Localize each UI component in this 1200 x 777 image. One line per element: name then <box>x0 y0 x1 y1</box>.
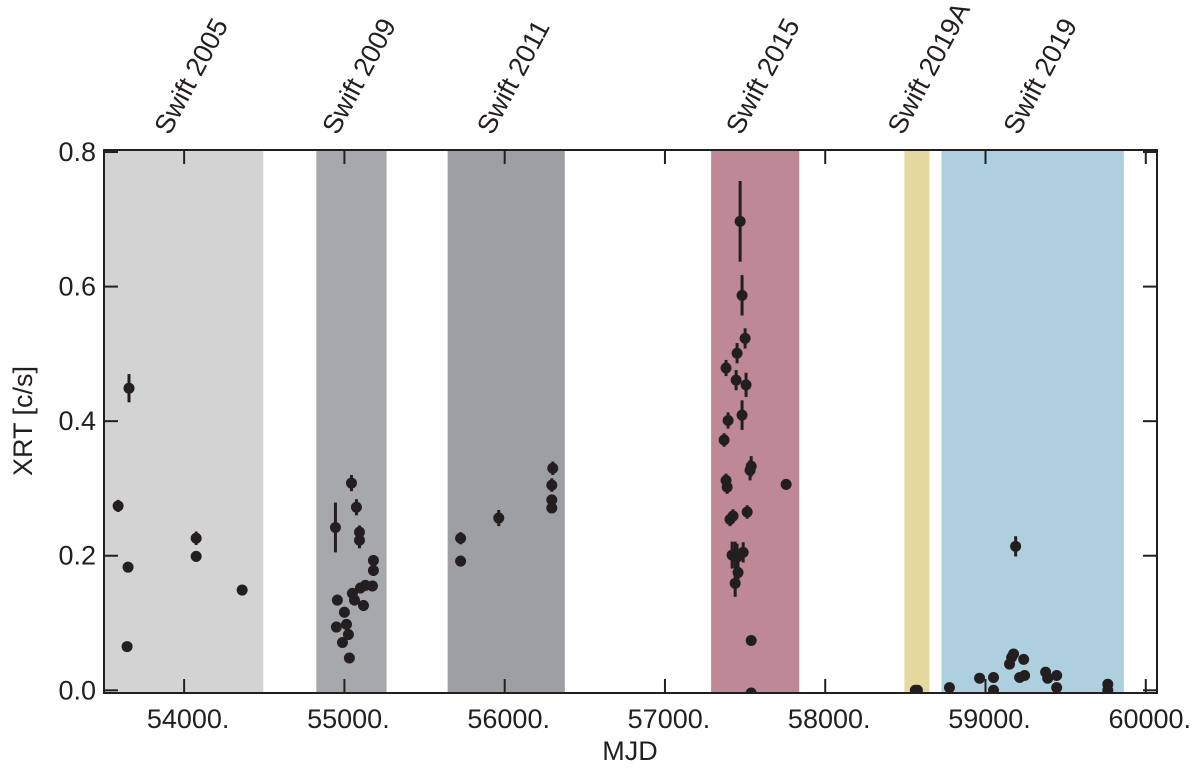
y-tick-label: 0.4 <box>58 406 96 436</box>
data-point <box>357 600 369 612</box>
data-point <box>780 478 792 490</box>
data-point <box>718 434 730 446</box>
data-point <box>1008 648 1020 660</box>
data-point <box>367 554 379 566</box>
data-point <box>734 215 746 227</box>
data-point <box>1019 670 1031 682</box>
data-point <box>236 584 248 596</box>
x-tick-label: 59000. <box>948 704 1031 734</box>
data-point <box>330 621 342 633</box>
points <box>112 180 1114 699</box>
shaded-region <box>941 150 1124 693</box>
data-point <box>740 379 752 391</box>
data-point <box>112 500 124 512</box>
shaded-region <box>316 150 387 693</box>
data-point <box>350 501 362 513</box>
data-point <box>1042 672 1054 684</box>
data-point <box>546 494 558 506</box>
data-point <box>722 414 734 426</box>
data-point <box>342 628 354 640</box>
regions <box>104 150 1124 693</box>
data-point <box>741 506 753 518</box>
data-point <box>338 606 350 618</box>
region-label: Swift 2005 <box>148 13 234 138</box>
data-point <box>739 332 751 344</box>
data-point <box>367 565 379 577</box>
data-point <box>353 526 365 538</box>
data-point <box>730 374 742 386</box>
data-point <box>121 641 133 653</box>
y-axis-label: XRT [c/s] <box>8 366 38 476</box>
y-tick-label: 0.8 <box>58 137 96 167</box>
margin <box>0 694 1200 772</box>
data-point <box>190 532 202 544</box>
data-point <box>1018 653 1030 665</box>
data-point <box>737 546 749 558</box>
data-point <box>720 362 732 374</box>
data-point <box>123 382 135 394</box>
x-tick-label: 57000. <box>628 704 711 734</box>
data-point <box>744 464 756 476</box>
data-point <box>1051 670 1063 682</box>
data-point <box>343 652 355 664</box>
data-point <box>190 550 202 562</box>
data-point <box>336 637 348 649</box>
x-tick-label: 56000. <box>467 704 550 734</box>
y-tick-label: 0.0 <box>58 675 96 705</box>
x-tick-label: 54000. <box>147 704 230 734</box>
data-point <box>721 481 733 493</box>
data-point <box>340 618 352 630</box>
data-point <box>547 462 559 474</box>
shaded-region <box>904 150 930 693</box>
data-point <box>988 672 1000 684</box>
shaded-region <box>447 150 565 693</box>
region-label: Swift 2019 <box>997 13 1083 138</box>
data-point <box>745 635 757 647</box>
data-point <box>974 672 986 684</box>
y-tick-label: 0.6 <box>58 272 96 302</box>
shaded-region <box>104 150 264 693</box>
data-point <box>122 561 134 573</box>
data-point <box>366 580 378 592</box>
x-axis-label: MJD <box>602 736 658 766</box>
data-point <box>455 532 467 544</box>
region-label: Swift 2009 <box>316 13 402 138</box>
data-point <box>1051 682 1063 694</box>
region-label: Swift 2011 <box>471 15 556 139</box>
data-point <box>345 477 357 489</box>
data-point <box>493 512 505 524</box>
data-point <box>943 682 955 694</box>
region-label: Swift 2019A <box>882 0 976 139</box>
data-point <box>353 534 365 546</box>
data-point <box>455 555 467 567</box>
y-tick-label: 0.2 <box>58 541 96 571</box>
region-label: Swift 2015 <box>720 13 806 138</box>
x-tick-label: 58000. <box>788 704 871 734</box>
data-point <box>731 347 743 359</box>
x-tick-label: 60000. <box>1108 704 1191 734</box>
data-point <box>724 513 736 525</box>
data-point <box>546 479 558 491</box>
data-point <box>736 409 748 421</box>
axes: 54000. 55000. 56000. 57000. 58000. 59000. 6000… <box>0 137 1200 772</box>
data-point <box>729 577 741 589</box>
data-point <box>349 594 361 606</box>
data-point <box>331 594 343 606</box>
data-point <box>546 502 558 514</box>
data-point <box>329 521 341 533</box>
data-point <box>1010 540 1022 552</box>
data-point <box>736 289 748 301</box>
x-tick-label: 55000. <box>307 704 390 734</box>
